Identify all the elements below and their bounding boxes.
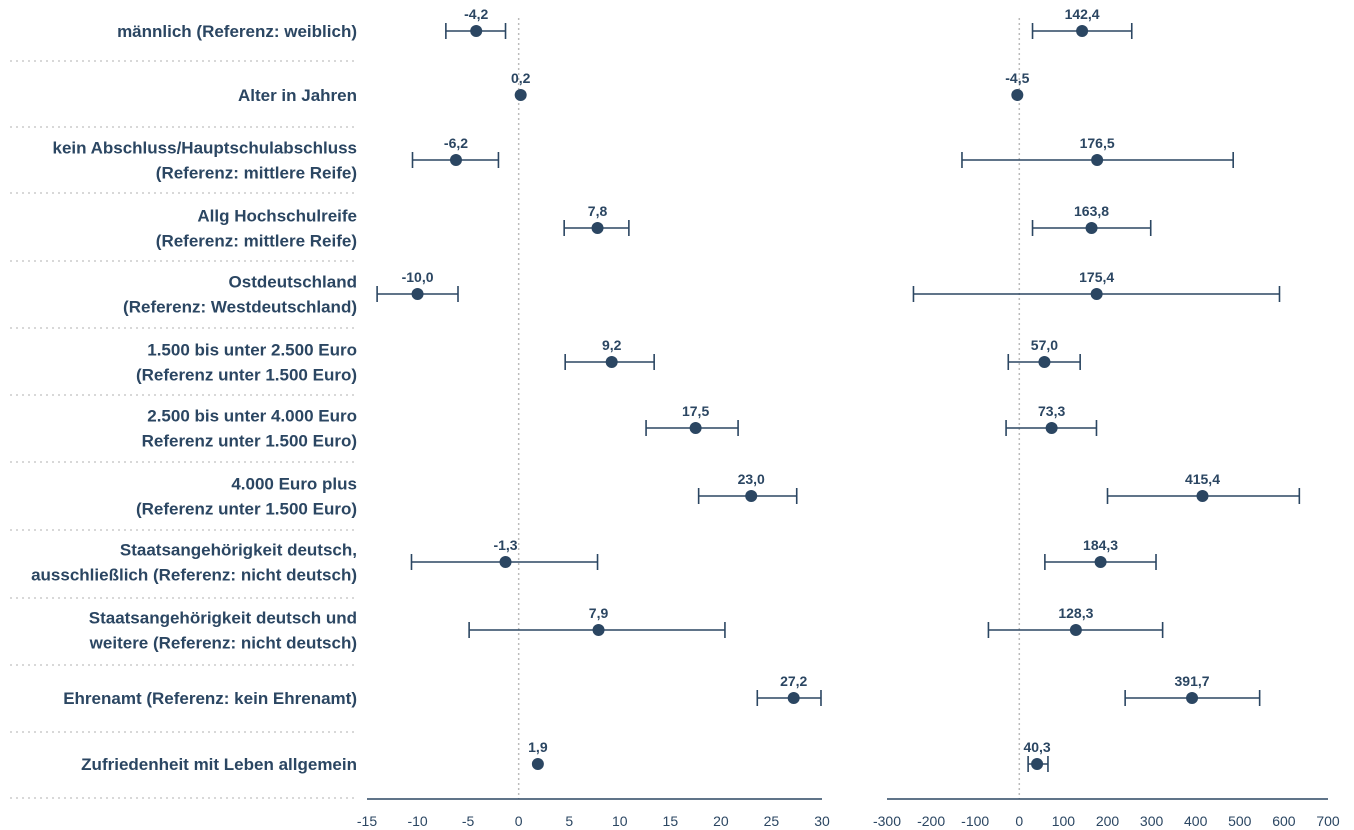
data-point	[514, 89, 527, 101]
data-label: 163,8	[1074, 203, 1109, 219]
data-point	[592, 624, 605, 636]
data-label: 128,3	[1058, 605, 1093, 621]
data-label: 40,3	[1023, 739, 1050, 755]
data-label: -10,0	[402, 269, 434, 285]
data-point	[689, 422, 702, 434]
row-label: Ostdeutschland	[229, 273, 357, 292]
data-point	[1031, 758, 1044, 770]
data-label: -6,2	[444, 135, 468, 151]
row-label: kein Abschluss/Hauptschulabschluss	[52, 139, 357, 158]
data-point	[591, 222, 604, 234]
data-point	[470, 25, 483, 37]
x-tick-label: 0	[1015, 813, 1023, 829]
x-tick-label: 300	[1140, 813, 1164, 829]
data-point	[1196, 490, 1209, 502]
data-label: 9,2	[602, 337, 622, 353]
x-tick-label: 20	[713, 813, 729, 829]
data-label: 0,2	[511, 70, 531, 86]
data-point	[605, 356, 618, 368]
row-label: 2.500 bis unter 4.000 Euro	[147, 407, 357, 426]
data-point	[787, 692, 800, 704]
data-point	[1090, 288, 1103, 300]
x-tick-label: 15	[663, 813, 679, 829]
row-label: Allg Hochschulreife	[197, 207, 357, 226]
x-tick-label: -10	[407, 813, 427, 829]
row-label: (Referenz: mittlere Reife)	[156, 164, 357, 183]
data-label: 17,5	[682, 403, 709, 419]
data-point	[745, 490, 758, 502]
row-label: Staatsangehörigkeit deutsch und	[89, 609, 357, 628]
data-label: 7,8	[588, 203, 608, 219]
data-label: 175,4	[1079, 269, 1114, 285]
row-label: (Referenz: Westdeutschland)	[123, 298, 357, 317]
x-tick-label: 5	[565, 813, 573, 829]
data-label: -4,2	[464, 6, 488, 22]
x-tick-label: -100	[961, 813, 989, 829]
x-tick-label: 30	[814, 813, 830, 829]
data-point	[449, 154, 462, 166]
data-label: -4,5	[1005, 70, 1029, 86]
data-point	[1094, 556, 1107, 568]
row-label: männlich (Referenz: weiblich)	[117, 22, 357, 41]
data-label: 415,4	[1185, 471, 1220, 487]
row-label: ausschließlich (Referenz: nicht deutsch)	[31, 566, 357, 585]
row-label: Staatsangehörigkeit deutsch,	[120, 541, 357, 560]
x-tick-label: 0	[515, 813, 523, 829]
data-point	[1045, 422, 1058, 434]
data-point	[1186, 692, 1199, 704]
x-tick-label: 100	[1052, 813, 1076, 829]
row-label: (Referenz: mittlere Reife)	[156, 232, 357, 251]
row-label: Zufriedenheit mit Leben allgemein	[81, 755, 357, 774]
data-point	[531, 758, 544, 770]
x-tick-label: 200	[1096, 813, 1120, 829]
row-label: 1.500 bis unter 2.500 Euro	[147, 341, 357, 360]
data-label: 57,0	[1031, 337, 1058, 353]
data-label: 1,9	[528, 739, 548, 755]
data-label: 391,7	[1175, 673, 1210, 689]
x-tick-label: 500	[1228, 813, 1252, 829]
x-tick-label: 700	[1316, 813, 1340, 829]
data-point	[1076, 25, 1089, 37]
x-tick-label: -300	[873, 813, 901, 829]
data-label: 142,4	[1065, 6, 1100, 22]
row-label: Referenz unter 1.500 Euro)	[142, 432, 357, 451]
x-tick-label: 600	[1272, 813, 1296, 829]
data-point	[1038, 356, 1051, 368]
row-label: Ehrenamt (Referenz: kein Ehrenamt)	[63, 689, 357, 708]
data-label: 23,0	[738, 471, 765, 487]
data-label: 73,3	[1038, 403, 1065, 419]
data-point	[1091, 154, 1104, 166]
data-label: 7,9	[589, 605, 609, 621]
data-point	[1069, 624, 1082, 636]
data-label: 27,2	[780, 673, 807, 689]
x-tick-label: 400	[1184, 813, 1208, 829]
data-point	[411, 288, 424, 300]
x-tick-label: -5	[462, 813, 475, 829]
x-tick-label: 10	[612, 813, 628, 829]
data-label: 184,3	[1083, 537, 1118, 553]
row-label: weitere (Referenz: nicht deutsch)	[89, 634, 357, 653]
data-point	[1011, 89, 1024, 101]
row-label: Alter in Jahren	[238, 86, 357, 105]
data-point	[1085, 222, 1098, 234]
x-tick-label: 25	[764, 813, 780, 829]
data-label: 176,5	[1080, 135, 1115, 151]
row-label: (Referenz unter 1.500 Euro)	[136, 366, 357, 385]
row-label: (Referenz unter 1.500 Euro)	[136, 500, 357, 519]
data-point	[499, 556, 512, 568]
row-label: 4.000 Euro plus	[231, 475, 357, 494]
x-tick-label: -15	[357, 813, 377, 829]
x-tick-label: -200	[917, 813, 945, 829]
data-label: -1,3	[493, 537, 517, 553]
